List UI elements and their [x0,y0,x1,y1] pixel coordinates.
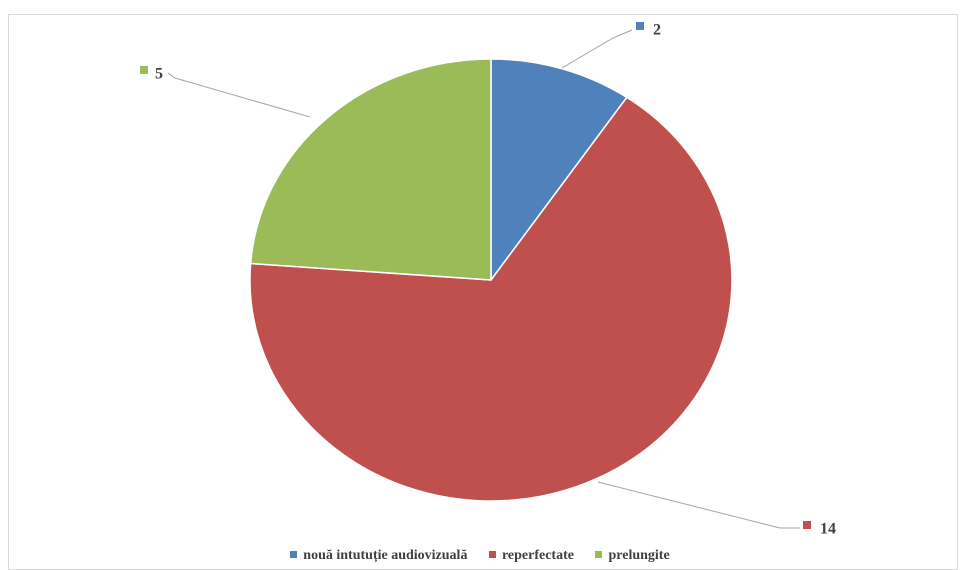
data-labels: 2 14 5 [140,22,836,538]
chart-legend: nouă intutuție audiovizuală reperfectate… [0,548,960,564]
legend-label-reperfectate: reperfectate [501,548,574,563]
legend-label-noua: nouă intutuție audiovizuală [303,548,468,563]
leader-line-noua [561,29,633,69]
leader-lines [167,29,800,529]
legend-swatch-reperfectate [488,551,496,559]
data-label-swatch-prelungite [140,66,148,74]
legend-item-prelungite: prelungite [595,548,670,564]
legend-swatch-noua [290,551,298,559]
data-label-prelungite: 5 [155,66,163,83]
legend-label-prelungite: prelungite [608,548,670,563]
data-label-reperfectate: 14 [820,521,836,538]
leader-line-prelungite [167,72,311,118]
pie-slice-reperfectate [249,96,733,502]
leader-line-reperfectate [597,481,800,529]
data-label-swatch-reperfectate [803,521,811,529]
legend-item-reperfectate: reperfectate [488,548,574,564]
data-label-swatch-noua [636,22,644,30]
pie-slice-noua [490,58,628,283]
pie-slice-prelungite [249,58,492,281]
pie-slices [249,58,733,502]
legend-swatch-prelungite [595,551,603,559]
legend-item-noua: nouă intutuție audiovizuală [290,548,467,564]
data-label-noua: 2 [653,22,661,39]
